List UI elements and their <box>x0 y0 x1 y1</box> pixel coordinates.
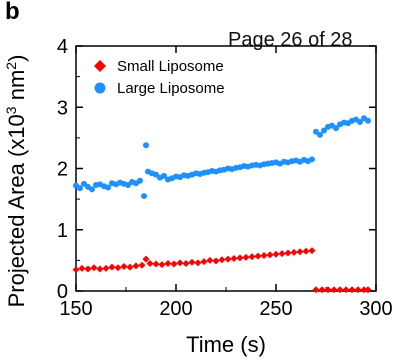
data-point-small <box>96 265 104 273</box>
data-point-small <box>272 250 280 258</box>
data-point-large <box>161 172 167 179</box>
data-point-small <box>336 286 344 294</box>
data-point-small <box>84 265 92 273</box>
series-large-liposome <box>73 115 371 200</box>
x-tick-label: 200 <box>159 298 192 320</box>
data-point-small <box>330 286 338 294</box>
legend-marker-small <box>94 60 106 72</box>
data-point-small <box>248 253 256 261</box>
series-small-liposome <box>72 247 372 294</box>
data-point-small <box>360 286 368 294</box>
data-point-small <box>260 251 268 259</box>
data-point-large <box>321 127 327 134</box>
data-point-small <box>312 286 320 294</box>
data-point-large <box>333 125 339 132</box>
data-point-small <box>302 247 310 255</box>
data-point-small <box>194 259 202 267</box>
data-point-small <box>114 264 122 272</box>
data-point-small <box>126 263 134 271</box>
data-point-small <box>212 257 220 265</box>
data-point-small <box>324 286 332 294</box>
y-title-superscript: 2 <box>3 62 19 70</box>
data-point-small <box>296 248 304 256</box>
data-point-large <box>309 156 315 163</box>
legend-label-large: Large Liposome <box>117 80 225 97</box>
y-tick-label: 2 <box>57 159 68 181</box>
data-point-small <box>138 261 146 269</box>
data-point-small <box>348 286 356 294</box>
data-point-large <box>77 185 83 192</box>
data-point-small <box>158 261 166 269</box>
data-point-small <box>254 252 262 260</box>
data-point-small <box>242 253 250 261</box>
data-point-small <box>318 286 326 294</box>
y-title-superscript: 3 <box>3 106 19 114</box>
data-point-small <box>224 255 232 263</box>
data-point-small <box>290 248 298 256</box>
axes: 150 200 250 300 0 1 2 3 4 <box>57 36 393 320</box>
data-point-small <box>182 259 190 267</box>
data-point-small <box>278 250 286 258</box>
x-tick-label: 250 <box>259 298 292 320</box>
data-point-small <box>120 263 128 270</box>
data-point-small <box>72 266 80 274</box>
y-title-segment: nm <box>4 70 29 107</box>
data-point-small <box>200 258 208 266</box>
y-tick-label: 0 <box>57 281 68 303</box>
legend-label-small: Small Liposome <box>117 58 224 75</box>
data-point-large <box>137 177 143 184</box>
y-tick-label: 4 <box>57 36 68 58</box>
legend: Small Liposome Large Liposome <box>94 58 225 97</box>
data-point-large <box>89 186 95 193</box>
x-axis-title: Time (s) <box>186 332 266 357</box>
data-point-small <box>132 262 140 270</box>
data-point-small <box>102 264 110 272</box>
panel-letter: b <box>5 0 20 25</box>
data-point-small <box>206 256 214 264</box>
data-point-large <box>143 142 149 149</box>
data-point-large <box>365 117 371 124</box>
data-point-small <box>218 256 226 264</box>
legend-marker-large <box>94 82 106 94</box>
x-tick-label: 150 <box>59 298 92 320</box>
data-point-small <box>230 255 238 263</box>
data-point-large <box>105 184 111 191</box>
data-point-small <box>142 255 150 263</box>
data-point-small <box>236 254 244 262</box>
data-point-small <box>164 259 172 267</box>
y-title-segment: Projected Area (x10 <box>4 114 29 307</box>
data-point-small <box>176 259 184 267</box>
data-point-small <box>152 260 160 268</box>
data-point-small <box>266 251 274 259</box>
data-point-small <box>78 264 86 272</box>
data-point-small <box>146 259 154 267</box>
data-point-small <box>364 286 372 294</box>
data-point-small <box>308 247 316 255</box>
y-tick-label: 1 <box>57 220 68 242</box>
y-tick-label: 3 <box>57 97 68 119</box>
data-point-large <box>357 118 363 125</box>
data-point-small <box>284 249 292 257</box>
y-axis-title: Projected Area (x103 nm2) <box>3 55 29 308</box>
data-point-small <box>342 286 350 294</box>
data-point-small <box>170 260 178 268</box>
data-point-large <box>317 131 323 138</box>
data-point-large <box>141 193 147 200</box>
data-point-small <box>90 264 98 272</box>
data-point-small <box>108 263 116 271</box>
x-tick-label: 300 <box>359 298 392 320</box>
data-point-small <box>354 286 362 294</box>
y-title-segment: ) <box>4 55 29 62</box>
data-point-small <box>188 258 196 266</box>
